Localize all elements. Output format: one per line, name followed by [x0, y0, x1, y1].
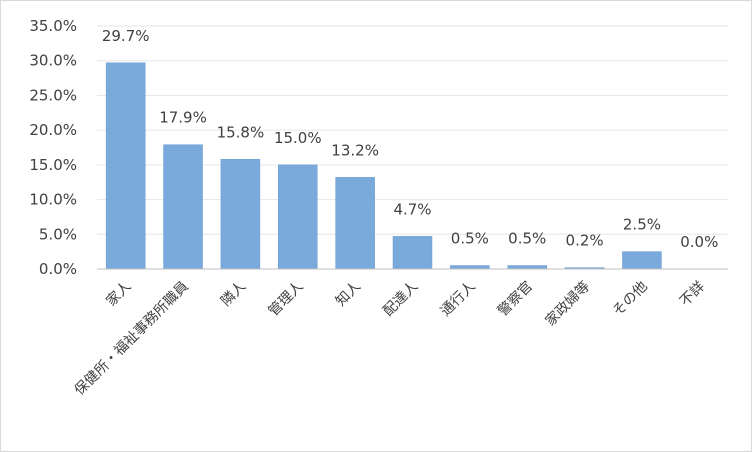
bar: [450, 265, 490, 270]
data-label: 0.5%: [451, 230, 489, 248]
bar: [622, 251, 662, 270]
bar: [278, 164, 318, 270]
bar: [163, 144, 203, 270]
data-labels: 29.7% 17.9% 15.8% 15.0% 13.2% 4.7% 0.5% 0.5% 0.2…: [102, 27, 719, 251]
x-category-label: 家人: [103, 278, 135, 310]
x-category-label: 隣人: [218, 279, 249, 310]
y-tick-label: 0.0%: [39, 260, 77, 278]
data-label: 17.9%: [159, 109, 207, 127]
bars: [105, 62, 662, 270]
x-category-label: 保健所・福祉事務所職員: [72, 279, 192, 399]
y-tick-label: 5.0%: [39, 225, 77, 243]
bar: [335, 177, 375, 270]
x-category-label: 配達人: [380, 279, 421, 320]
data-label: 4.7%: [393, 200, 431, 218]
y-tick-label: 30.0%: [29, 52, 77, 70]
bar: [105, 62, 146, 270]
x-category-label: 家政婦等: [542, 278, 594, 330]
data-label: 13.2%: [331, 141, 379, 159]
data-label: 2.5%: [623, 216, 661, 234]
data-label: 15.0%: [274, 129, 322, 147]
x-category-label: 警察官: [494, 278, 536, 320]
x-category-label: 通行人: [438, 279, 479, 320]
x-category-label: その他: [610, 279, 651, 320]
y-tick-label: 10.0%: [29, 191, 77, 209]
data-label: 15.8%: [217, 123, 265, 141]
y-axis: 0.0% 5.0% 10.0% 15.0% 20.0% 25.0% 30.0% 35.0%: [29, 17, 77, 278]
y-tick-label: 35.0%: [29, 17, 77, 35]
x-category-label: 不詳: [677, 279, 708, 310]
bar: [507, 265, 547, 270]
x-category-label: 知人: [332, 278, 364, 310]
data-label: 0.0%: [680, 233, 718, 251]
bar: [392, 236, 433, 270]
y-tick-label: 15.0%: [29, 156, 77, 174]
bar: [220, 159, 261, 270]
data-label: 0.5%: [508, 230, 546, 248]
y-tick-label: 25.0%: [29, 86, 77, 104]
y-tick-label: 20.0%: [29, 121, 77, 139]
data-label: 29.7%: [102, 27, 150, 45]
x-category-label: 管理人: [266, 279, 307, 320]
data-label: 0.2%: [566, 232, 604, 250]
